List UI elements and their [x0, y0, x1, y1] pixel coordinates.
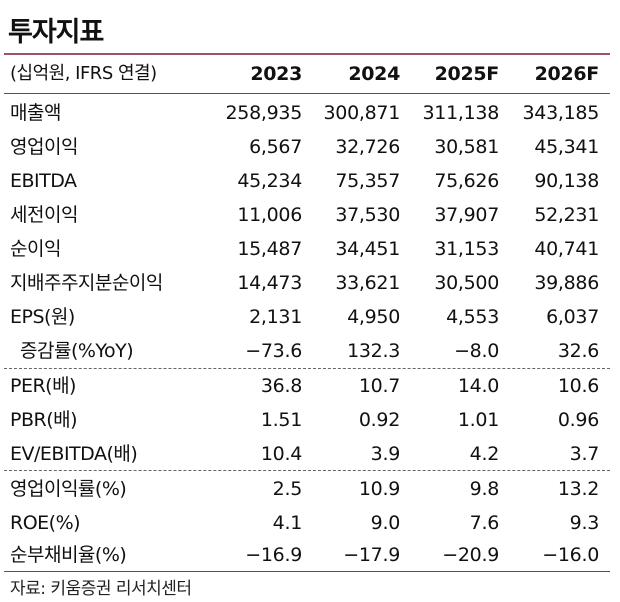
cell-2025f: 1.01: [457, 409, 499, 431]
row-label: 영업이익률(%): [10, 478, 127, 500]
cell-2023: −73.6: [245, 340, 302, 362]
row-label: 순이익: [10, 238, 61, 260]
table-row-controlling-net-income: 지배주주지분순이익 14,473 33,621 30,500 39,886: [0, 266, 620, 300]
cell-2025f: 30,581: [434, 136, 499, 158]
cell-2025f: −20.9: [442, 544, 499, 566]
cell-2025f: 37,907: [434, 204, 499, 226]
year-header-2025f: 2025F: [434, 63, 500, 85]
cell-2026f: −16.0: [542, 544, 599, 566]
table-row-roe: ROE(%) 4.1 9.0 7.6 9.3: [0, 506, 620, 540]
cell-2024: 32,726: [335, 136, 400, 158]
row-label: 지배주주지분순이익: [10, 272, 163, 294]
row-label: 순부채비율(%): [10, 544, 127, 566]
cell-2024: 34,451: [335, 238, 400, 260]
cell-2026f: 6,037: [546, 306, 599, 328]
cell-2023: 6,567: [249, 136, 302, 158]
cell-2026f: 32.6: [557, 340, 599, 362]
year-header-2023: 2023: [250, 63, 302, 85]
header-divider: [4, 93, 610, 94]
source-note: 자료: 키움증권 리서치센터: [10, 579, 192, 599]
table-row-eps-growth: 증감률(%YoY) −73.6 132.3 −8.0 32.6: [0, 334, 620, 368]
row-label: 영업이익: [10, 136, 78, 158]
cell-2026f: 40,741: [534, 238, 599, 260]
cell-2025f: 30,500: [434, 272, 499, 294]
table-bottom-rule: [4, 571, 610, 572]
table-row-ebitda: EBITDA 45,234 75,357 75,626 90,138: [0, 164, 620, 198]
cell-2025f: 9.8: [469, 478, 500, 500]
cell-2023: 10.4: [260, 443, 302, 465]
table-row-operating-profit: 영업이익 6,567 32,726 30,581 45,341: [0, 130, 620, 164]
cell-2026f: 10.6: [557, 375, 599, 397]
row-label: 매출액: [10, 102, 61, 124]
cell-2024: 4,950: [347, 306, 400, 328]
section-divider: [4, 470, 610, 471]
cell-2024: 3.9: [370, 443, 401, 465]
table-row-revenue: 매출액 258,935 300,871 311,138 343,185: [0, 96, 620, 130]
cell-2024: 0.92: [358, 409, 400, 431]
cell-2026f: 9.3: [569, 512, 600, 534]
cell-2023: 4.1: [272, 512, 303, 534]
cell-2023: 2,131: [249, 306, 302, 328]
table-row-ev-ebitda: EV/EBITDA(배) 10.4 3.9 4.2 3.7: [0, 437, 620, 471]
unit-label: (십억원, IFRS 연결): [10, 63, 157, 84]
cell-2025f: 7.6: [469, 512, 500, 534]
row-label: ROE(%): [10, 512, 81, 534]
table-row-net-debt-ratio: 순부채비율(%) −16.9 −17.9 −20.9 −16.0: [0, 538, 620, 572]
row-label: PBR(배): [10, 409, 78, 431]
cell-2024: 9.0: [370, 512, 401, 534]
cell-2023: 45,234: [237, 170, 302, 192]
row-label: EBITDA: [10, 170, 77, 192]
table-row-pretax-income: 세전이익 11,006 37,530 37,907 52,231: [0, 198, 620, 232]
cell-2023: 14,473: [237, 272, 302, 294]
cell-2026f: 45,341: [534, 136, 599, 158]
cell-2024: 132.3: [347, 340, 400, 362]
cell-2024: 10.7: [358, 375, 400, 397]
year-header-2024: 2024: [348, 63, 400, 85]
year-header-2026f: 2026F: [534, 63, 600, 85]
cell-2023: 1.51: [260, 409, 302, 431]
table-row-eps: EPS(원) 2,131 4,950 4,553 6,037: [0, 300, 620, 334]
cell-2024: 33,621: [335, 272, 400, 294]
cell-2026f: 13.2: [557, 478, 599, 500]
row-label: EV/EBITDA(배): [10, 443, 138, 465]
header-row: (십억원, IFRS 연결) 2023 2024 2025F 2026F: [0, 57, 620, 91]
row-label: 증감률(%YoY): [20, 340, 134, 362]
table-row-per: PER(배) 36.8 10.7 14.0 10.6: [0, 369, 620, 403]
cell-2025f: 75,626: [434, 170, 499, 192]
cell-2024: 37,530: [335, 204, 400, 226]
title-divider: [4, 53, 610, 55]
table-row-net-income: 순이익 15,487 34,451 31,153 40,741: [0, 232, 620, 266]
cell-2023: 258,935: [225, 102, 303, 124]
cell-2023: −16.9: [245, 544, 302, 566]
cell-2026f: 0.96: [557, 409, 599, 431]
row-label: EPS(원): [10, 306, 75, 328]
cell-2025f: −8.0: [454, 340, 499, 362]
cell-2026f: 343,185: [522, 102, 600, 124]
cell-2025f: 31,153: [434, 238, 499, 260]
cell-2023: 2.5: [272, 478, 303, 500]
cell-2023: 11,006: [237, 204, 302, 226]
cell-2026f: 52,231: [534, 204, 599, 226]
table-row-pbr: PBR(배) 1.51 0.92 1.01 0.96: [0, 403, 620, 437]
row-label: 세전이익: [10, 204, 78, 226]
table-row-operating-margin: 영업이익률(%) 2.5 10.9 9.8 13.2: [0, 472, 620, 506]
cell-2026f: 90,138: [534, 170, 599, 192]
cell-2025f: 14.0: [457, 375, 499, 397]
cell-2025f: 4,553: [446, 306, 499, 328]
cell-2026f: 39,886: [534, 272, 599, 294]
section-divider: [4, 368, 610, 369]
table-title: 투자지표: [8, 17, 104, 48]
cell-2024: 300,871: [323, 102, 401, 124]
cell-2023: 15,487: [237, 238, 302, 260]
cell-2025f: 4.2: [469, 443, 500, 465]
cell-2024: 75,357: [335, 170, 400, 192]
cell-2025f: 311,138: [422, 102, 500, 124]
cell-2024: −17.9: [343, 544, 400, 566]
cell-2023: 36.8: [260, 375, 302, 397]
row-label: PER(배): [10, 375, 76, 397]
cell-2026f: 3.7: [569, 443, 600, 465]
cell-2024: 10.9: [358, 478, 400, 500]
